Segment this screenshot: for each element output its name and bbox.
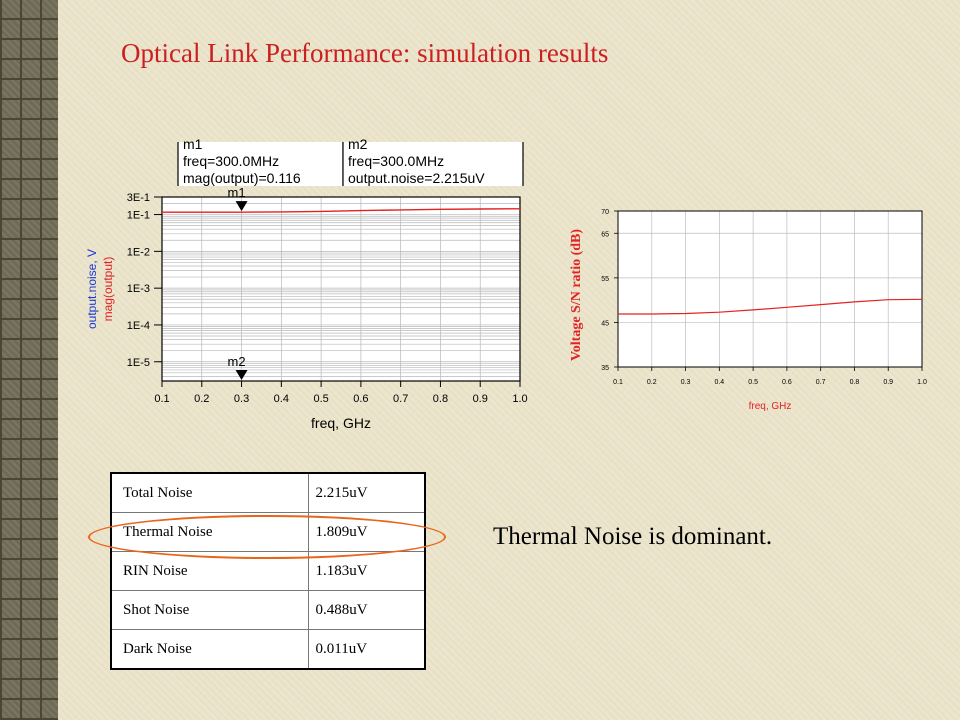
x-tick-label: 0.2 — [647, 379, 657, 386]
x-tick-label: 1.0 — [512, 393, 527, 405]
x-axis-label: freq, GHz — [749, 401, 792, 412]
noise-value: 0.011uV — [307, 629, 426, 670]
table-row: Dark Noise 0.011uV — [110, 629, 426, 670]
marker-readout-line: freq=300.0MHz — [183, 153, 279, 169]
x-tick-label: 0.8 — [433, 393, 448, 405]
noise-label: Shot Noise — [110, 590, 309, 630]
y-tick-label: 55 — [601, 276, 609, 283]
table-row: Shot Noise 0.488uV — [110, 590, 426, 630]
x-tick-label: 0.9 — [883, 379, 893, 386]
x-tick-label: 0.4 — [714, 379, 724, 386]
snr-chart: 35 45 55 65 70 0.1 0.2 0.3 0.4 0.5 0.6 0.7 0.8 0.9 1.0… — [569, 209, 927, 412]
y-tick-label: 70 — [601, 209, 609, 216]
y-tick-label: 35 — [601, 365, 609, 372]
y-axis-label-left: output.noise, V — [85, 249, 99, 329]
x-tick-label: 0.1 — [154, 393, 169, 405]
plot-area — [618, 211, 922, 367]
noise-value: 0.488uV — [307, 590, 426, 630]
y-tick-label: 45 — [601, 320, 609, 327]
y-tick-label: 1E-3 — [127, 283, 150, 295]
y-tick-label: 1E-2 — [127, 246, 150, 258]
y-tick-label: 65 — [601, 231, 609, 238]
dominant-noise-callout: Thermal Noise is dominant. — [493, 523, 773, 550]
x-tick-label: 0.1 — [613, 379, 623, 386]
x-tick-label: 0.6 — [353, 393, 368, 405]
x-axis-label: freq, GHz — [311, 415, 371, 431]
x-tick-label: 1.0 — [917, 379, 927, 386]
slide-title: Optical Link Performance: simulation res… — [121, 38, 609, 68]
marker-triangle — [235, 201, 248, 212]
noise-label: Thermal Noise — [110, 512, 309, 552]
y-axis-label-right: mag(output) — [101, 257, 115, 322]
noise-value: 1.809uV — [307, 512, 426, 552]
y-tick-label: 1E-5 — [127, 357, 150, 369]
noise-value: 2.215uV — [307, 472, 426, 513]
plot-frame — [161, 196, 521, 382]
plot-frame — [617, 210, 923, 368]
noise-value: 1.183uV — [307, 551, 426, 591]
x-tick-label: 0.7 — [816, 379, 826, 386]
y-tick-label: 3E-1 — [127, 192, 150, 204]
marker-readout-line: m2 — [348, 136, 368, 152]
series-line — [162, 208, 521, 213]
series-line — [618, 298, 923, 315]
marker-label: m2 — [228, 354, 246, 369]
x-tick-label: 0.5 — [748, 379, 758, 386]
y-tick-label: 1E-4 — [127, 320, 150, 332]
table-row: Thermal Noise 1.809uV — [110, 512, 426, 552]
x-tick-label: 0.3 — [681, 379, 691, 386]
x-tick-label: 0.5 — [313, 393, 328, 405]
x-tick-label: 0.7 — [393, 393, 408, 405]
marker-label: m1 — [228, 185, 246, 200]
marker-readout-line: m1 — [183, 136, 203, 152]
marker-readout-line: mag(output)=0.116 — [183, 170, 301, 186]
noise-label: Total Noise — [110, 472, 309, 513]
marker-triangle — [235, 370, 248, 380]
x-tick-label: 0.6 — [782, 379, 792, 386]
noise-chart: 3E-1 1E-1 1E-2 1E-3 1E-4 1E-5 0.1 0.2 0.3 0.4 0.5 0… — [85, 136, 528, 431]
x-tick-label: 0.8 — [850, 379, 860, 386]
x-tick-label: 0.9 — [473, 393, 488, 405]
marker-readout-line: output.noise=2.215uV — [348, 170, 485, 186]
table-row: Total Noise 2.215uV — [110, 472, 426, 513]
noise-label: RIN Noise — [110, 551, 309, 591]
x-tick-label: 0.3 — [234, 393, 249, 405]
marker-readout-box — [343, 142, 523, 186]
marker-readout-line: freq=300.0MHz — [348, 153, 444, 169]
marker-readout-box — [178, 142, 343, 186]
y-axis-label: Voltage S/N ratio (dB) — [569, 229, 584, 361]
table-row: RIN Noise 1.183uV — [110, 551, 426, 591]
plot-area — [162, 197, 520, 381]
noise-label: Dark Noise — [110, 629, 309, 670]
x-tick-label: 0.2 — [194, 393, 209, 405]
slide-border-pattern — [0, 0, 58, 720]
noise-table: Total Noise 2.215uV Thermal Noise 1.809u… — [110, 472, 426, 670]
x-tick-label: 0.4 — [274, 393, 289, 405]
y-tick-label: 1E-1 — [127, 210, 150, 222]
